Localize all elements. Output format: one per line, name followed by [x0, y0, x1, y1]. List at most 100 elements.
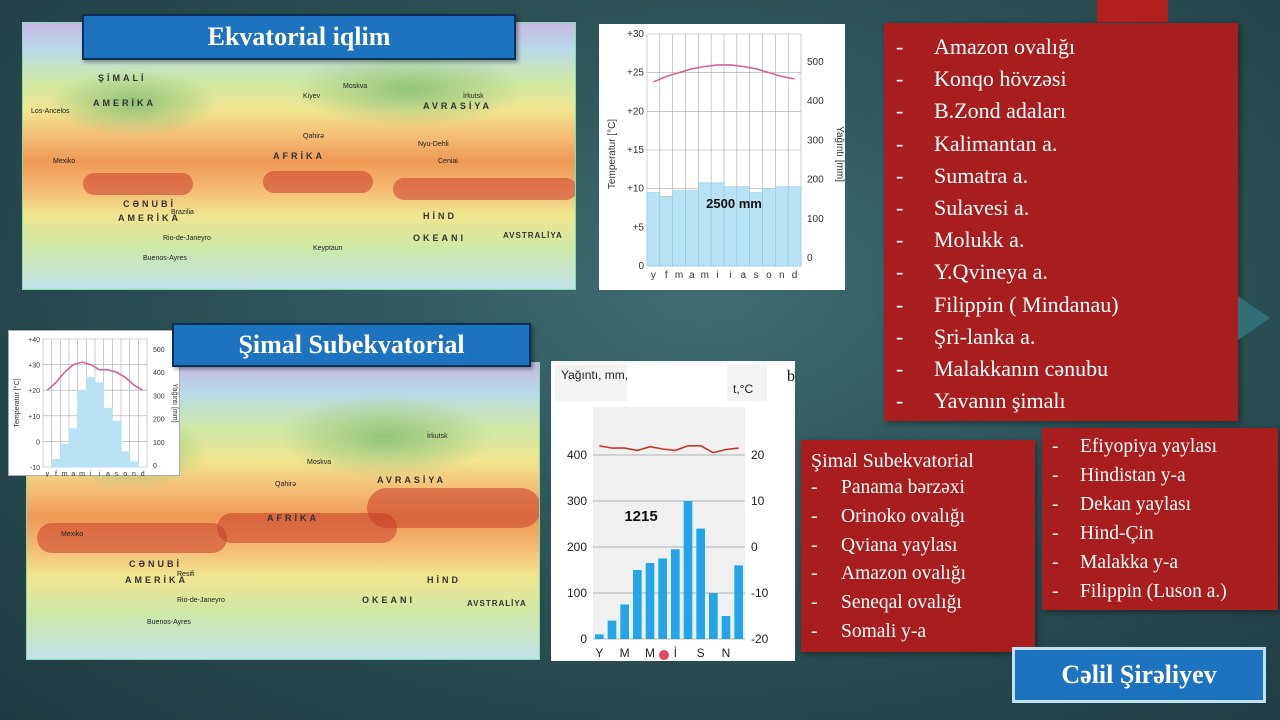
- list-item-label: Molukk a.: [934, 227, 1025, 253]
- list-item-label: Dekan yaylası: [1080, 494, 1192, 515]
- right-tick-label: 100: [153, 440, 165, 447]
- map-region-label: HİND: [423, 211, 457, 221]
- play-icon: [1238, 296, 1270, 340]
- left-tick-label: +10: [627, 184, 644, 195]
- x-tick-label: i: [729, 270, 731, 281]
- x-tick-label: o: [123, 471, 127, 477]
- subequatorial-climate-chart-small: +40 +30 +20 +10 0 -10 500 400 300 200 100 0 y f m a m i i a…: [8, 330, 180, 478]
- list-item: Hindistan y-a: [1052, 461, 1268, 490]
- list-item: Malakka y-a: [1052, 548, 1268, 577]
- precipitation-bar: [762, 188, 776, 267]
- left-tick-label: 100: [567, 586, 587, 600]
- right-tick-label: 400: [153, 370, 165, 377]
- plot-background: [593, 407, 745, 639]
- right-tick-label: -20: [751, 632, 769, 646]
- precipitation-bar: [775, 186, 789, 267]
- list-item-label: Y.Qvineya a.: [934, 259, 1048, 285]
- temperature-line: [599, 445, 739, 454]
- decor-red-tab: [1097, 0, 1168, 22]
- list-item: Somali y-a: [811, 618, 1025, 647]
- precipitation-bar: [129, 461, 139, 468]
- x-tick-label: f: [55, 471, 57, 477]
- subequatorial-title: Şimal Subekvatorial: [172, 323, 531, 367]
- x-tick-label: M: [645, 646, 655, 660]
- map-region-label: CƏNUBİ: [129, 559, 183, 569]
- author-name: Cəlil Şirəliyev: [1012, 647, 1266, 703]
- map-region-label: AMERİKA: [125, 575, 188, 585]
- map-region-label: AVSTRALİYA: [503, 231, 563, 240]
- list-item-label: Somali y-a: [841, 620, 927, 642]
- list-item: Orinoko ovalığı: [811, 503, 1025, 532]
- precipitation-bar: [51, 459, 61, 468]
- list-item-label: Amazon ovalığı: [934, 34, 1076, 59]
- equatorial-zone-band: [263, 171, 373, 193]
- list-item: Efiyopiya yaylası: [1052, 432, 1268, 461]
- precipitation-bar: [120, 451, 130, 468]
- list-item-label: Filippin ( Mindanau): [934, 291, 1119, 317]
- list-item-label: Malakka y-a: [1080, 552, 1178, 573]
- map-city: Mexiko: [53, 158, 76, 165]
- right-tick-label: 0: [807, 253, 813, 264]
- list-item: Filippin (Luson a.): [1052, 577, 1268, 606]
- list-item-label: Şri-lanka a.: [934, 323, 1036, 349]
- list-item: Y.Qvineya a.: [896, 256, 1226, 288]
- x-tick-label: Y: [595, 646, 603, 660]
- list-item-label: Panama bərzəxi: [841, 477, 965, 498]
- left-tick-label: -10: [30, 465, 40, 472]
- left-tick-label: +30: [28, 363, 40, 370]
- map-region-label: OKEANI: [362, 595, 416, 605]
- map-city: Moskva: [307, 459, 332, 466]
- list-item: Yavanın şimalı: [896, 385, 1226, 417]
- map-city: Brazilia: [171, 209, 194, 216]
- x-tick-label: m: [675, 270, 683, 281]
- right-axis-label: Yağıntı [mm]: [171, 383, 178, 422]
- x-tick-label: N: [722, 646, 731, 660]
- map-region-label: AFRİKA: [273, 151, 325, 161]
- list-item-label: Konqo hövzəsi: [934, 66, 1067, 92]
- right-tick-label: -10: [751, 586, 769, 600]
- precipitation-bar: [696, 528, 705, 639]
- temperature-line: [653, 64, 795, 83]
- list-item-label: Seneqal ovalığı: [841, 592, 962, 614]
- left-tick-label: +20: [28, 388, 40, 395]
- precipitation-bar: [721, 616, 731, 639]
- map-region-label: OKEANI: [413, 233, 467, 243]
- precipitation-bar: [683, 501, 693, 639]
- right-tick-label: 300: [153, 393, 165, 400]
- list-item: Dekan yaylası: [1052, 490, 1268, 519]
- precipitation-bar: [659, 196, 673, 267]
- list-item: Malakkanın cənubu: [896, 353, 1226, 385]
- left-tick-label: 400: [567, 448, 587, 462]
- x-tick-label: n: [132, 471, 136, 477]
- right-axis-label-bg: [727, 365, 767, 401]
- list-item: Seneqal ovalığı: [811, 589, 1025, 618]
- map-city: Buenos-Ayres: [147, 619, 191, 626]
- subequatorial-zone-band: [37, 523, 227, 553]
- equatorial-climate-chart: +30 +25 +20 +15 +10 +5 0 500 400 300 200 100 0 y f m a m i…: [599, 24, 845, 290]
- x-tick-label: s: [754, 270, 759, 281]
- right-tick-label: 0: [751, 540, 758, 554]
- asia-subequatorial-list: Efiyopiya yaylası Hindistan y-a Dekan ya…: [1052, 432, 1268, 606]
- precipitation-bar: [103, 407, 113, 468]
- list-item-label: Sulavesi a.: [934, 195, 1030, 221]
- precipitation-bar: [112, 420, 122, 468]
- right-tick-label: 300: [807, 135, 824, 146]
- x-tick-label: S: [697, 646, 705, 660]
- precipitation-total-label: 1215: [624, 508, 657, 525]
- list-item: Konqo hövzəsi: [896, 63, 1226, 95]
- precipitation-bar: [787, 186, 802, 267]
- precipitation-bar: [646, 192, 661, 267]
- list-item-label: Efiyopiya yaylası: [1080, 436, 1218, 457]
- precipitation-bar: [645, 563, 655, 639]
- list-item: B.Zond adaları: [896, 95, 1226, 127]
- right-tick-label: 10: [751, 494, 765, 508]
- equatorial-regions-list: Amazon ovalığı Konqo hövzəsi B.Zond adal…: [896, 31, 1226, 418]
- cursor-dot: [659, 650, 669, 660]
- x-tick-label: a: [689, 270, 695, 281]
- x-tick-label: a: [740, 270, 746, 281]
- list-item-label: Hindistan y-a: [1080, 465, 1186, 486]
- precipitation-bar: [86, 377, 96, 468]
- list-item: Sumatra a.: [896, 160, 1226, 192]
